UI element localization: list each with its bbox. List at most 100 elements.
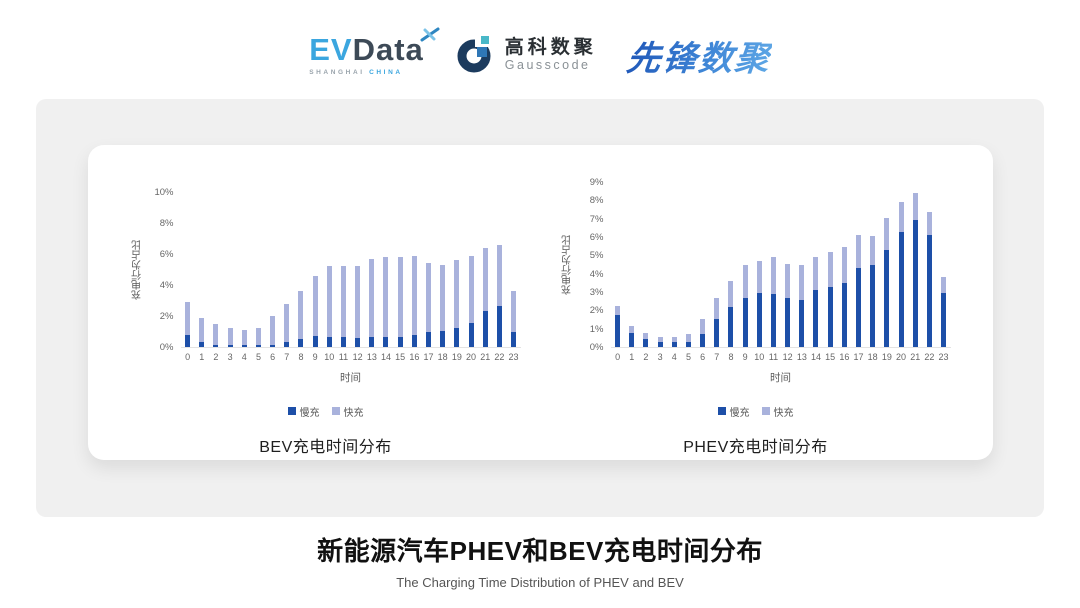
legend-item: 快充 xyxy=(331,403,364,421)
bar-segment-fast xyxy=(615,305,621,315)
charts-panel: 充电行为占比 0% 2% 4% 6% 8% 10% 0 1 2 3 4 5 6 7 8 9 10 11 12 13 14 1… xyxy=(36,99,1044,517)
bar-segment-slow xyxy=(355,338,361,347)
bar-segment-fast xyxy=(742,265,748,298)
x-tick-label: 11 xyxy=(768,352,779,362)
bar-slot xyxy=(696,318,710,347)
bar-segment-fast xyxy=(482,247,488,311)
bar-segment-slow xyxy=(615,314,621,347)
bar-hour-20 xyxy=(468,255,474,347)
bar-slot xyxy=(710,298,724,347)
bar-segment-slow xyxy=(714,318,720,347)
bar-hour-11 xyxy=(770,257,776,347)
bar-segment-slow xyxy=(629,333,635,347)
x-tick-label: 9 xyxy=(742,352,748,362)
bar-slot xyxy=(393,257,407,347)
bar-segment-fast xyxy=(643,333,649,339)
bar-segment-fast xyxy=(926,212,932,236)
plot-area xyxy=(610,183,951,348)
bar-hour-15 xyxy=(827,251,833,347)
bar-slot xyxy=(653,336,667,347)
bar-segment-slow xyxy=(496,305,502,347)
bar-segment-slow xyxy=(340,336,346,347)
x-tick-label: 2 xyxy=(643,352,649,362)
bar-segment-slow xyxy=(426,332,431,347)
bar-hour-1 xyxy=(629,325,635,347)
bar-hour-2 xyxy=(643,333,649,347)
y-tick-label: 7% xyxy=(589,213,604,225)
bar-segment-fast xyxy=(199,317,205,342)
bar-segment-slow xyxy=(185,334,191,347)
bar-segment-slow xyxy=(199,341,205,347)
bar-segment-slow xyxy=(700,334,706,347)
main-title: 新能源汽车PHEV和BEV充电时间分布 xyxy=(317,536,763,566)
bar-segment-fast xyxy=(912,193,918,220)
bar-hour-21 xyxy=(912,193,918,347)
bar-segment-slow xyxy=(841,282,847,347)
bar-slot xyxy=(294,291,308,347)
bar-hour-15 xyxy=(397,257,403,347)
bar-hour-16 xyxy=(411,256,417,347)
bar-segment-slow xyxy=(941,292,947,347)
bar-segment-fast xyxy=(629,325,635,334)
bar-segment-fast xyxy=(671,336,677,343)
bar-hour-22 xyxy=(926,212,932,347)
evdata-star-icon xyxy=(420,27,440,52)
gausscode-logo: 高科数聚 Gausscode xyxy=(454,31,597,79)
x-tick-label: 12 xyxy=(352,352,363,362)
evdata-wordmark: EVData xyxy=(309,34,424,65)
bar-slot xyxy=(795,265,809,347)
legend-swatch xyxy=(331,407,340,416)
x-tick-label: 14 xyxy=(810,352,821,362)
bar-segment-fast xyxy=(284,303,290,342)
bar-slot xyxy=(492,244,506,347)
bar-segment-slow xyxy=(411,334,417,347)
bar-segment-fast xyxy=(255,328,261,346)
bar-segment-slow xyxy=(912,219,918,347)
bar-segment-slow xyxy=(298,339,304,347)
x-tick-label: 22 xyxy=(924,352,935,362)
evdata-subtext: SHANGHAI CHINA xyxy=(309,69,402,76)
legend: 慢充 快充 xyxy=(131,403,521,421)
bar-segment-fast xyxy=(756,260,762,293)
bar-hour-8 xyxy=(728,281,734,347)
bar-hour-2 xyxy=(213,323,219,347)
x-tick-label: 10 xyxy=(324,352,335,362)
bar-hour-14 xyxy=(813,257,819,347)
bar-hour-18 xyxy=(440,264,446,347)
bar-slot xyxy=(379,257,393,347)
bar-segment-fast xyxy=(827,251,833,288)
bar-slot xyxy=(866,236,880,347)
bar-slot xyxy=(639,333,653,347)
bar-slot xyxy=(464,255,478,347)
bar-hour-20 xyxy=(898,202,904,347)
x-tick-label: 19 xyxy=(881,352,892,362)
xianfeng-logo: 先锋数聚 xyxy=(624,31,773,80)
bar-hour-6 xyxy=(700,318,706,347)
bar-hour-19 xyxy=(454,260,460,347)
bar-segment-fast xyxy=(685,334,691,342)
x-tick-label: 0 xyxy=(185,352,191,362)
gausscode-text: 高科数聚 Gausscode xyxy=(505,37,597,73)
x-tick-label: 21 xyxy=(480,352,491,362)
bar-segment-slow xyxy=(383,336,389,347)
y-tick-label: 1% xyxy=(589,323,604,335)
bar-slot xyxy=(336,266,350,347)
bar-segment-fast xyxy=(496,244,502,306)
bar-hour-7 xyxy=(714,298,720,347)
y-axis-title: 充电行为占比 xyxy=(562,235,573,296)
bar-segment-fast xyxy=(213,323,219,345)
legend-label: 慢充 xyxy=(299,407,320,419)
bar-slot xyxy=(752,260,766,347)
bar-slot xyxy=(365,259,379,347)
chart-bev: 充电行为占比 0% 2% 4% 6% 8% 10% 0 1 2 3 4 5 6 7 8 9 10 11 12 13 14 1… xyxy=(131,178,521,460)
bar-hour-14 xyxy=(383,257,389,347)
x-tick-label: 22 xyxy=(494,352,505,362)
bar-hour-4 xyxy=(241,329,247,347)
bar-hour-0 xyxy=(185,302,191,347)
chart-phev: 充电行为占比 0% 1% 2% 3% 4% 5% 6% 7% 8% 9% 0 1 2 3 4 5 6 7 8 9 10 11… xyxy=(561,178,951,460)
bar-segment-slow xyxy=(756,292,762,347)
bar-segment-slow xyxy=(742,297,748,347)
x-tick-label: 20 xyxy=(466,352,477,362)
x-tick-label: 7 xyxy=(714,352,720,362)
bar-segment-slow xyxy=(213,344,219,347)
